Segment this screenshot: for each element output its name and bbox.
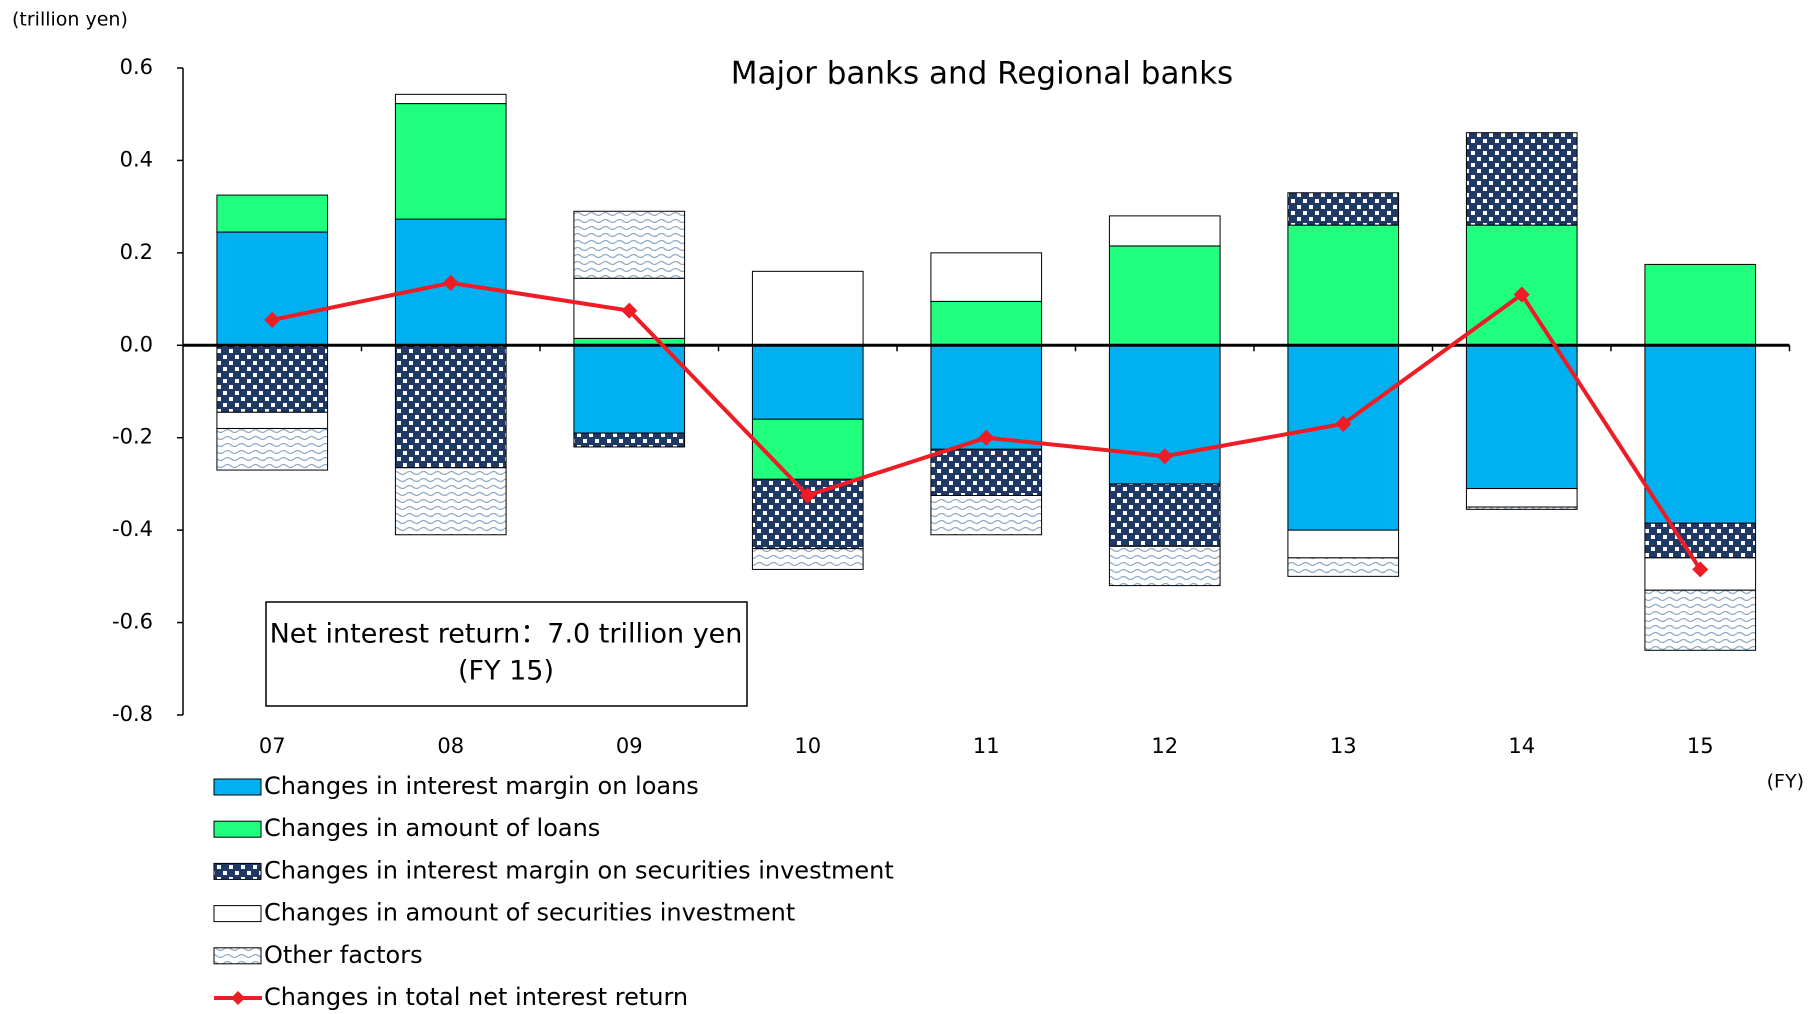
x-axis-label: (FY) xyxy=(1767,771,1804,793)
legend-swatch xyxy=(213,905,262,923)
line-marker xyxy=(799,487,816,504)
line-marker xyxy=(1513,286,1530,303)
legend-label: Other factors xyxy=(264,941,423,969)
x-tick-label: 09 xyxy=(616,734,643,758)
bar-segment xyxy=(1287,224,1400,346)
x-tick-label: 07 xyxy=(259,734,286,758)
legend-label: Changes in interest margin on securities… xyxy=(264,856,894,884)
bar-segment xyxy=(573,344,686,434)
bar-segment xyxy=(216,411,329,429)
bar-segment xyxy=(1465,132,1578,226)
annotation: (FY 15) xyxy=(458,656,554,687)
bar-segment xyxy=(751,344,864,420)
bar-segment xyxy=(1287,529,1400,559)
bar-segment xyxy=(1108,545,1221,587)
bar-segment xyxy=(216,344,329,413)
x-tick-label: 15 xyxy=(1687,734,1714,758)
line-marker xyxy=(264,311,281,328)
legend-label: Changes in amount of securities investme… xyxy=(264,899,795,927)
legend-swatch xyxy=(213,820,262,838)
x-tick-label: 13 xyxy=(1330,734,1357,758)
annotation: Net interest return：7.0 trillion yen xyxy=(270,619,743,650)
bar-segment xyxy=(1287,192,1400,226)
bar-segment xyxy=(216,231,329,346)
bar-segment xyxy=(930,448,1043,496)
bar-segment xyxy=(394,467,507,536)
legend-swatch xyxy=(213,947,262,965)
bar-segment xyxy=(394,103,507,220)
x-tick-label: 14 xyxy=(1508,734,1535,758)
legend-label: Changes in total net interest return xyxy=(264,983,688,1011)
bar-segment xyxy=(573,210,686,279)
bar-segment xyxy=(1644,589,1757,651)
y-axis-label: (trillion yen) xyxy=(12,9,128,31)
y-tick-label: 0.6 xyxy=(120,55,153,79)
y-tick-label: 0.2 xyxy=(120,240,153,264)
bar-segment xyxy=(216,427,329,471)
x-tick-label: 10 xyxy=(794,734,821,758)
x-tick-label: 08 xyxy=(437,734,464,758)
bar-segment xyxy=(1287,344,1400,531)
bar-segment xyxy=(751,548,864,570)
y-tick-label: -0.6 xyxy=(112,610,153,634)
bar-segment xyxy=(1465,488,1578,508)
bar-segment xyxy=(930,252,1043,302)
line-marker xyxy=(1692,561,1709,578)
annotation-box xyxy=(265,601,748,707)
bar-segment xyxy=(930,494,1043,536)
bar-segment xyxy=(1465,224,1578,346)
line-marker xyxy=(621,302,638,319)
bar-segment xyxy=(394,344,507,469)
y-tick-label: 0.0 xyxy=(120,332,153,356)
bar-segment xyxy=(1108,215,1221,247)
legend-swatch xyxy=(213,778,262,796)
line-marker xyxy=(1156,448,1173,465)
legend-swatch xyxy=(213,862,262,880)
legend-label: Changes in interest margin on loans xyxy=(264,772,699,800)
y-tick-label: 0.4 xyxy=(120,147,153,171)
bar-segment xyxy=(573,432,686,448)
y-tick-label: -0.2 xyxy=(112,425,153,449)
bar-segment xyxy=(1108,245,1221,346)
bar-segment xyxy=(1644,263,1757,346)
line-marker xyxy=(1335,415,1352,432)
y-tick-label: -0.8 xyxy=(112,702,153,726)
y-tick-label: -0.4 xyxy=(112,517,153,541)
bar-segment xyxy=(1465,506,1578,510)
bar-segment xyxy=(1287,557,1400,577)
bar-segment xyxy=(394,93,507,105)
line-marker xyxy=(442,274,459,291)
bar-segment xyxy=(751,270,864,346)
bar-segment xyxy=(751,418,864,480)
bar-segment xyxy=(930,300,1043,346)
legend-label: Changes in amount of loans xyxy=(264,814,600,842)
bar-segment xyxy=(1644,522,1757,559)
bar-segment xyxy=(1644,344,1757,524)
x-tick-label: 12 xyxy=(1151,734,1178,758)
bar-segment xyxy=(1465,344,1578,490)
line-marker xyxy=(978,429,995,446)
bar-segment xyxy=(1108,483,1221,547)
chart-title: Major banks and Regional banks xyxy=(731,56,1233,92)
x-tick-label: 11 xyxy=(973,734,1000,758)
legend-swatch xyxy=(231,991,245,1005)
bar-segment xyxy=(216,194,329,233)
